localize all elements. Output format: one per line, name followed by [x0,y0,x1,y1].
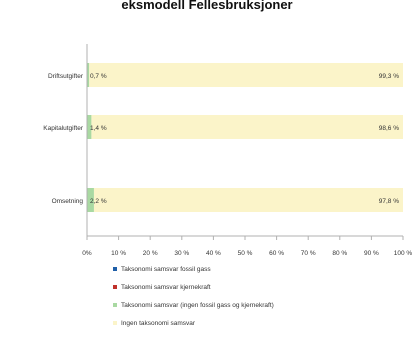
data-label-left: 0,7 % [90,73,107,80]
legend-swatch-3 [113,303,117,307]
x-tick-label: 50 % [238,250,253,257]
x-tick-label: 30 % [174,250,189,257]
legend-label-3: Taksonomi samsvar (ingen fossil gass og … [121,302,274,309]
legend-label-2: Taksonomi samsvar kjernekraft [121,284,211,291]
bar-3-driftsutgifter [87,63,90,87]
x-tick-label: 60 % [269,250,284,257]
x-tick-label: 100 % [394,250,413,257]
legend-swatch-2 [113,285,117,289]
x-tick-label: 0% [82,250,92,257]
x-tick-label: 80 % [332,250,347,257]
x-tick-label: 10 % [111,250,126,257]
data-label-left: 2,2 % [90,198,107,205]
legend-swatch-4 [113,321,117,325]
x-tick-label: 40 % [206,250,221,257]
data-label-right: 97,8 % [379,198,399,205]
data-label-right: 98,6 % [379,125,399,132]
legend-swatch-1 [113,267,117,271]
chart-title: eksmodell Fellesbruksjoner [121,0,293,12]
x-tick-label: 20 % [143,250,158,257]
bar-3-kapitalutgifter [87,115,92,139]
category-label: Driftsutgifter [48,73,84,80]
legend-label-1: Taksonomi samsvar fossil gass [121,266,211,273]
bar-4-omsetning [93,188,404,212]
data-label-right: 99,3 % [379,73,399,80]
x-tick-label: 70 % [301,250,316,257]
bar-4-driftsutgifter [89,63,403,87]
bar-3-omsetning [87,188,94,212]
x-tick-label: 90 % [364,250,379,257]
bar-4-kapitalutgifter [91,115,403,139]
data-label-left: 1,4 % [90,125,107,132]
legend-label-4: Ingen taksonomi samsvar [121,320,196,327]
category-label: Kapitalutgifter [43,125,84,132]
category-label: Omsetning [52,198,84,205]
